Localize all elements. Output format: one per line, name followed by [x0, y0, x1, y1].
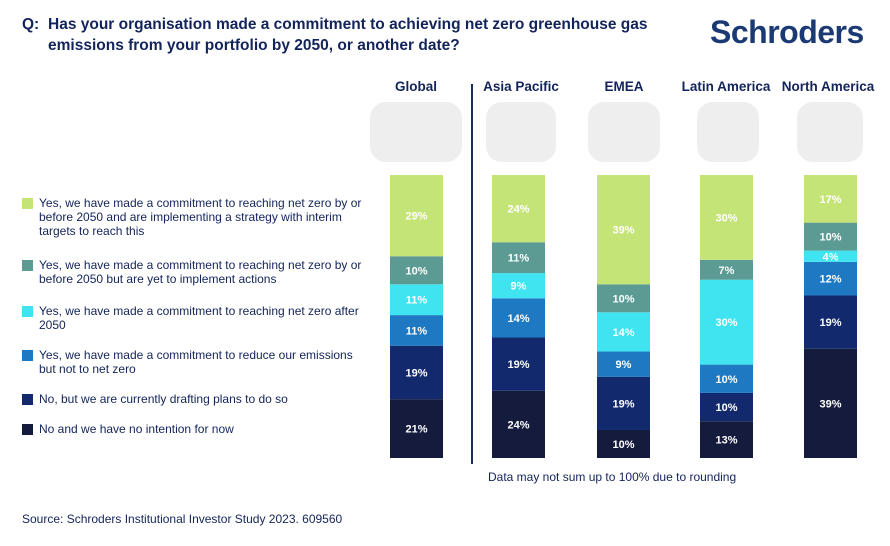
latin-america-map-icon — [697, 102, 759, 162]
region-label-asia-pacific: Asia Pacific — [483, 79, 559, 94]
bar-segment — [804, 175, 857, 223]
bar-segment — [700, 421, 753, 458]
data-label: 9% — [511, 281, 527, 293]
data-label: 39% — [819, 398, 841, 410]
question-heading: Q: Has your organisation made a commitme… — [22, 14, 682, 56]
legend-item: Yes, we have made a commitment to reachi… — [22, 304, 372, 332]
legend-label: No, but we are currently drafting plans … — [39, 392, 288, 406]
bar-segment — [700, 259, 753, 280]
bar-segment — [390, 175, 443, 257]
asia-pacific-map-icon — [486, 102, 556, 162]
bar-segment — [597, 376, 650, 430]
bar-segment — [804, 250, 857, 262]
legend-item: Yes, we have made a commitment to reachi… — [22, 196, 372, 238]
bar-segment — [390, 315, 443, 346]
bar-segment — [597, 429, 650, 458]
data-label: 10% — [612, 439, 634, 451]
legend-label: Yes, we have made a commitment to reachi… — [39, 196, 362, 238]
legend-item: Yes, we have made a commitment to reachi… — [22, 258, 372, 286]
legend-swatch — [22, 260, 33, 271]
data-label: 10% — [819, 232, 841, 244]
data-label: 29% — [405, 211, 427, 223]
legend-item: Yes, we have made a commitment to reduce… — [22, 348, 372, 376]
bar-segment — [390, 399, 443, 458]
bar-segment — [597, 312, 650, 352]
region-label-latin-america: Latin America — [681, 79, 771, 94]
data-label: 9% — [616, 359, 632, 371]
bar-segment — [390, 284, 443, 316]
bar-segment — [804, 295, 857, 349]
bar-segment — [804, 348, 857, 458]
data-label: 12% — [819, 274, 841, 286]
data-label: 39% — [612, 225, 634, 237]
data-label: 19% — [405, 368, 427, 380]
legend-label: Yes, we have made a commitment to reduce… — [39, 348, 353, 376]
legend-item: No, but we are currently drafting plans … — [22, 392, 372, 406]
bar-segment — [597, 175, 650, 285]
bar-segment — [700, 364, 753, 393]
legend-label: Yes, we have made a commitment to reachi… — [39, 304, 359, 332]
bar-segment — [492, 337, 545, 391]
bar-segment — [492, 273, 545, 299]
north-america-map-icon — [797, 102, 863, 162]
brand-logo: Schroders — [710, 14, 864, 50]
bar-segment — [492, 298, 545, 338]
bar-segment — [700, 279, 753, 365]
legend-swatch — [22, 306, 33, 317]
bar-segment — [804, 261, 857, 296]
legend-swatch — [22, 198, 33, 209]
data-label: 14% — [507, 313, 529, 325]
data-label: 11% — [406, 295, 428, 307]
data-label: 11% — [508, 253, 530, 265]
data-label: 10% — [405, 265, 427, 277]
bar-segment — [492, 390, 545, 458]
bar-segment — [700, 175, 753, 260]
global-divider — [471, 84, 473, 464]
data-label: 17% — [819, 194, 841, 206]
question-prefix: Q: — [22, 16, 40, 33]
legend-swatch — [22, 394, 33, 405]
data-label: 10% — [715, 402, 737, 414]
data-label: 10% — [715, 374, 737, 386]
question-text: Has your organisation made a commitment … — [48, 16, 648, 54]
legend-item: No and we have no intention for now — [22, 422, 372, 436]
data-label: 21% — [405, 424, 427, 436]
legend-swatch — [22, 350, 33, 361]
data-label: 19% — [819, 317, 841, 329]
legend-label: No and we have no intention for now — [39, 422, 234, 436]
region-label-global: Global — [394, 79, 437, 94]
bar-segment — [390, 256, 443, 285]
data-label: 30% — [715, 212, 737, 224]
legend-swatch — [22, 424, 33, 435]
bar-segment — [804, 222, 857, 251]
bar-segment — [597, 351, 650, 377]
rounding-note: Data may not sum up to 100% due to round… — [488, 470, 737, 484]
data-label: 4% — [823, 251, 839, 263]
bar-segment — [700, 392, 753, 422]
data-label: 24% — [507, 419, 529, 431]
region-label-north-america: North America — [781, 79, 875, 94]
data-label: 11% — [406, 326, 428, 338]
data-label: 10% — [612, 293, 634, 305]
bar-segment — [492, 175, 545, 243]
data-label: 24% — [507, 204, 529, 216]
world-map-icon — [370, 102, 462, 162]
data-label: 19% — [612, 398, 634, 410]
emea-map-icon — [588, 102, 660, 162]
data-label: 7% — [719, 265, 735, 277]
data-label: 14% — [612, 327, 634, 339]
data-label: 13% — [715, 435, 737, 447]
region-label-emea: EMEA — [604, 79, 644, 94]
bar-segment — [597, 284, 650, 313]
legend-label: Yes, we have made a commitment to reachi… — [39, 258, 362, 286]
bar-segment — [492, 242, 545, 274]
bar-segment — [390, 345, 443, 400]
source-note: Source: Schroders Institutional Investor… — [22, 512, 343, 526]
data-label: 30% — [715, 317, 737, 329]
data-label: 19% — [507, 359, 529, 371]
